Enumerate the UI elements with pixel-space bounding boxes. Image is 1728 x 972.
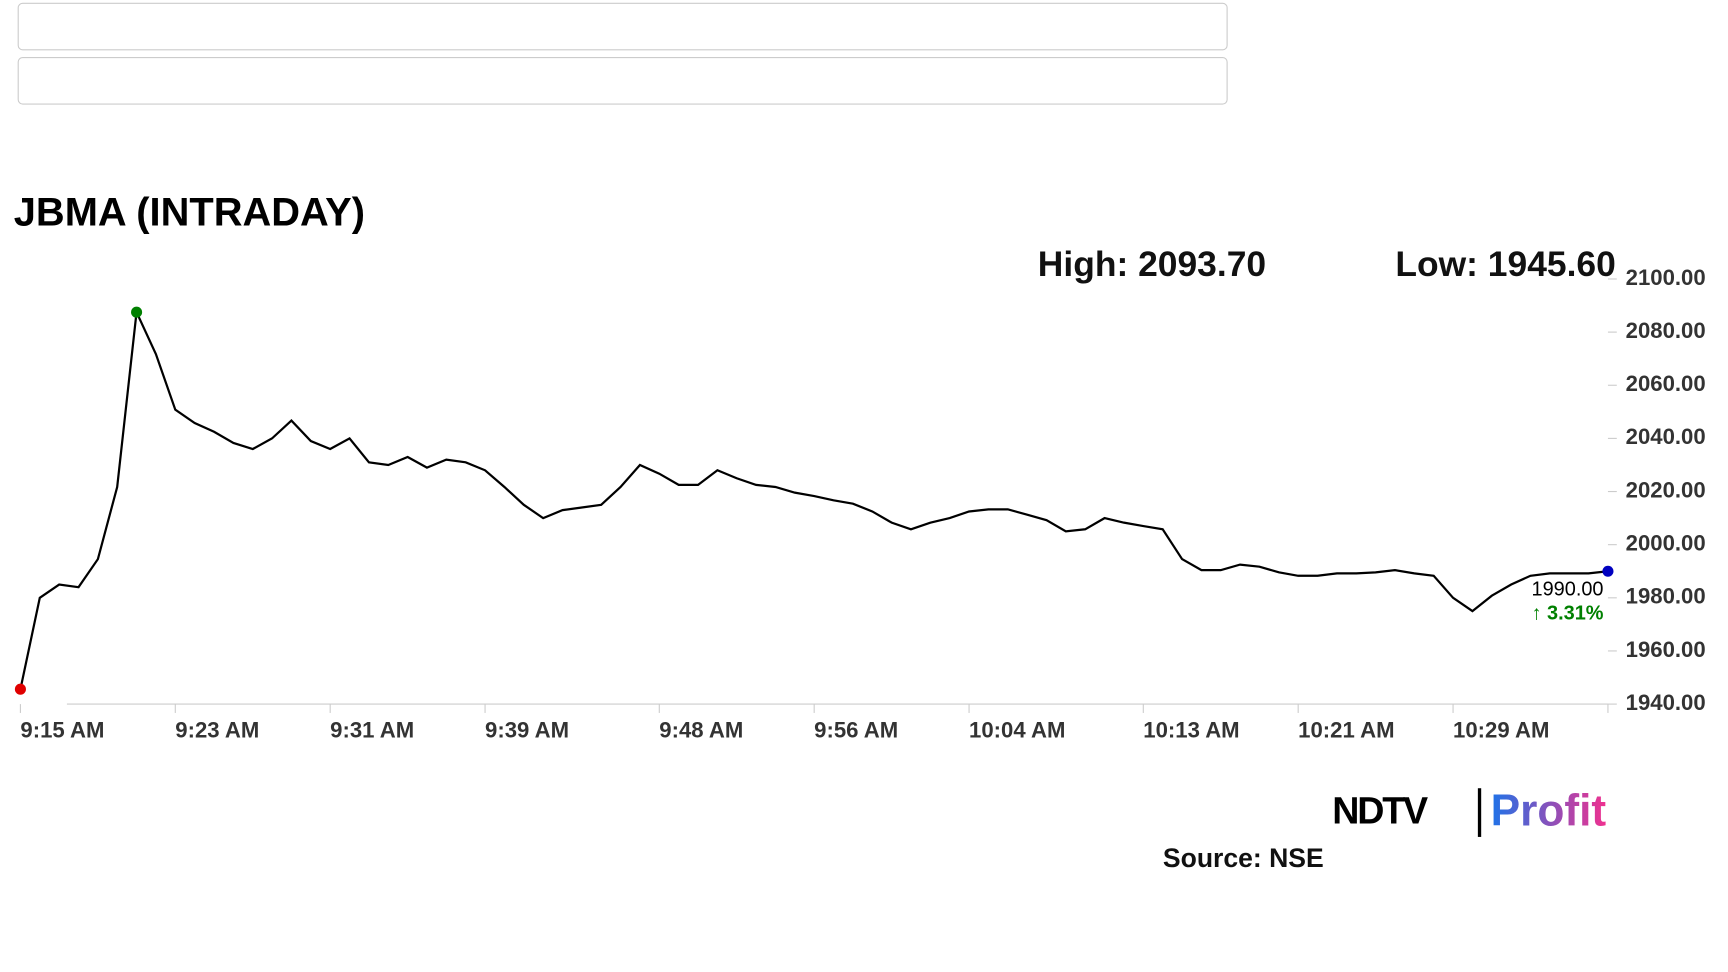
low-label: Low: 1945.60: [1395, 244, 1615, 284]
x-tick-label: 10:29 AM: [1453, 718, 1549, 743]
input-box[interactable]: [17, 57, 1228, 105]
high-marker: [131, 306, 143, 318]
x-tick-label: 9:15 AM: [20, 718, 104, 743]
chart-title: JBMA (INTRADAY): [14, 190, 365, 234]
brand-profit: Profit: [1491, 786, 1607, 835]
x-tick-label: 9:23 AM: [175, 718, 259, 743]
y-tick-label: 2080.00: [1626, 318, 1706, 343]
change-label: ↑ 3.31%: [1532, 603, 1604, 625]
x-tick-label: 9:56 AM: [814, 718, 898, 743]
y-tick-label: 2000.00: [1626, 531, 1706, 556]
y-tick-label: 1960.00: [1626, 637, 1706, 662]
x-tick-label: 9:48 AM: [659, 718, 743, 743]
brand-ndtv: NDTV: [1332, 790, 1428, 832]
y-tick-label: 1940.00: [1626, 690, 1706, 715]
x-tick-label: 10:13 AM: [1143, 718, 1239, 743]
y-tick-label: 2060.00: [1626, 371, 1706, 396]
x-tick-label: 10:04 AM: [969, 718, 1065, 743]
price-line: [19, 308, 1609, 690]
y-tick-label: 2040.00: [1626, 424, 1706, 449]
start-marker: [14, 683, 26, 695]
source: Source: NSE: [1163, 843, 1324, 873]
x-tick-label: 10:21 AM: [1298, 718, 1394, 743]
y-tick-label: 1980.00: [1626, 584, 1706, 609]
x-tick-label: 9:39 AM: [485, 718, 569, 743]
y-tick-label: 2100.00: [1626, 265, 1706, 290]
input-box[interactable]: [17, 2, 1228, 51]
last-marker: [1602, 565, 1614, 577]
x-tick-label: 9:31 AM: [330, 718, 414, 743]
high-label: High: 2093.70: [1038, 244, 1266, 284]
y-tick-label: 2020.00: [1626, 477, 1706, 502]
last-price-label: 1990.00: [1532, 578, 1604, 600]
